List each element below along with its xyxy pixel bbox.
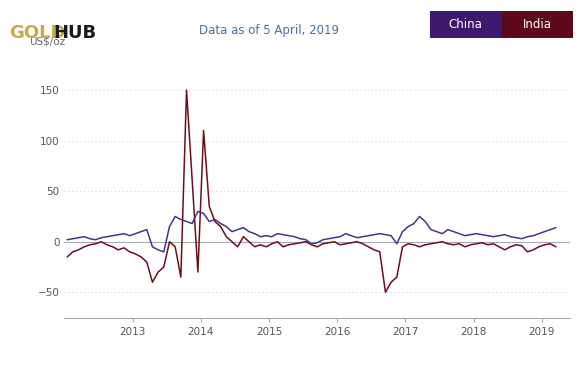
Text: Data as of 5 April, 2019: Data as of 5 April, 2019 [199, 24, 339, 37]
Text: GOLD: GOLD [9, 24, 66, 42]
Text: China: China [449, 18, 483, 31]
Text: US$/oz: US$/oz [29, 37, 65, 47]
Text: HUB: HUB [54, 24, 97, 42]
Text: India: India [523, 18, 552, 31]
